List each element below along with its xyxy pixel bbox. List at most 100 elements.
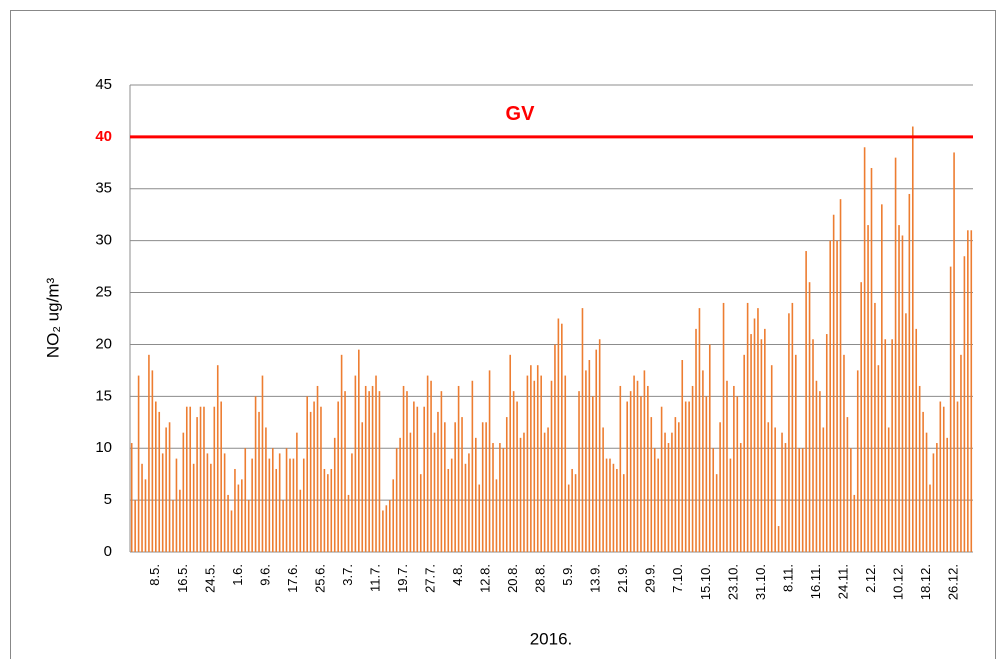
bar xyxy=(567,484,570,552)
bar xyxy=(378,391,381,552)
bar xyxy=(444,422,446,552)
y-tick-label: 15 xyxy=(95,387,112,404)
bar xyxy=(598,339,601,552)
bar xyxy=(461,417,463,552)
bar xyxy=(161,453,164,552)
bar xyxy=(433,432,436,552)
bar xyxy=(516,401,518,552)
bar xyxy=(657,458,659,552)
bar xyxy=(674,417,677,552)
bar xyxy=(702,370,704,552)
x-tick-label: 1.6. xyxy=(230,564,245,586)
bar xyxy=(860,282,862,552)
bar xyxy=(708,344,711,552)
bar xyxy=(523,432,525,552)
bar xyxy=(612,463,615,552)
bar xyxy=(557,318,560,552)
x-tick-label: 10.12. xyxy=(890,564,905,600)
bar xyxy=(533,380,536,552)
bar xyxy=(922,411,924,552)
bar xyxy=(561,323,563,552)
bar xyxy=(406,391,408,552)
bar xyxy=(574,474,577,552)
bar xyxy=(967,230,969,553)
x-tick-label: 29.9. xyxy=(643,564,658,593)
bar xyxy=(323,468,326,552)
bar xyxy=(949,266,952,552)
bar xyxy=(299,489,302,552)
bar xyxy=(512,391,515,552)
bar xyxy=(327,474,329,552)
bar xyxy=(626,401,628,552)
bar xyxy=(530,365,532,552)
bar xyxy=(887,427,890,552)
bar xyxy=(733,385,735,552)
x-tick-label: 15.10. xyxy=(698,564,713,600)
bar xyxy=(633,375,635,552)
x-tick-label: 21.9. xyxy=(615,564,630,593)
bar xyxy=(664,432,666,552)
bar xyxy=(271,448,274,552)
bar xyxy=(399,437,401,552)
bar xyxy=(179,489,181,552)
bar xyxy=(960,354,962,552)
bar xyxy=(333,437,336,552)
bar xyxy=(437,411,439,552)
x-tick-label: 25.6. xyxy=(312,564,327,593)
x-tick-label: 31.10. xyxy=(753,564,768,600)
bar xyxy=(543,432,546,552)
bar xyxy=(629,391,632,552)
bar xyxy=(815,380,818,552)
bar xyxy=(781,432,783,552)
bar xyxy=(929,484,931,552)
bar xyxy=(313,401,315,552)
bar xyxy=(698,308,701,552)
bar xyxy=(609,458,611,552)
bar xyxy=(499,443,501,552)
bar xyxy=(729,458,732,552)
bar xyxy=(151,370,154,552)
bar xyxy=(805,251,807,553)
bar xyxy=(254,396,257,552)
bar xyxy=(908,193,911,552)
bar xyxy=(767,422,770,552)
bar xyxy=(595,349,598,552)
bar xyxy=(471,380,474,552)
bar xyxy=(619,385,622,552)
x-tick-label: 26.12. xyxy=(946,564,961,600)
bar xyxy=(148,354,150,552)
x-tick-label: 19.7. xyxy=(395,564,410,593)
bar xyxy=(770,365,773,552)
bar xyxy=(794,354,797,552)
bar xyxy=(715,474,718,552)
bar xyxy=(671,432,673,552)
bar xyxy=(419,474,422,552)
bar xyxy=(726,380,728,552)
bar xyxy=(564,375,567,552)
x-tick-label: 3.7. xyxy=(340,564,355,586)
bar xyxy=(213,406,216,552)
bar xyxy=(581,308,584,552)
bar xyxy=(505,417,508,552)
bar xyxy=(791,302,794,552)
bar xyxy=(265,427,267,552)
bar xyxy=(788,313,790,552)
bar xyxy=(258,411,260,552)
bar xyxy=(413,401,415,552)
bar xyxy=(457,385,460,552)
bar xyxy=(244,448,247,552)
bar xyxy=(836,240,838,552)
bar xyxy=(832,214,835,552)
bar xyxy=(454,422,456,552)
bar xyxy=(739,443,742,552)
bar xyxy=(351,453,353,552)
bar xyxy=(722,302,725,552)
bar xyxy=(753,318,756,552)
bar xyxy=(423,406,425,552)
bar xyxy=(358,349,360,552)
bar xyxy=(774,427,776,552)
bar xyxy=(155,401,157,552)
bar xyxy=(901,235,904,552)
bar xyxy=(481,422,484,552)
bar xyxy=(237,484,240,552)
